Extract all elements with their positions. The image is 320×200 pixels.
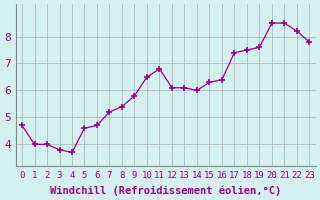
X-axis label: Windchill (Refroidissement éolien,°C): Windchill (Refroidissement éolien,°C) xyxy=(50,185,281,196)
